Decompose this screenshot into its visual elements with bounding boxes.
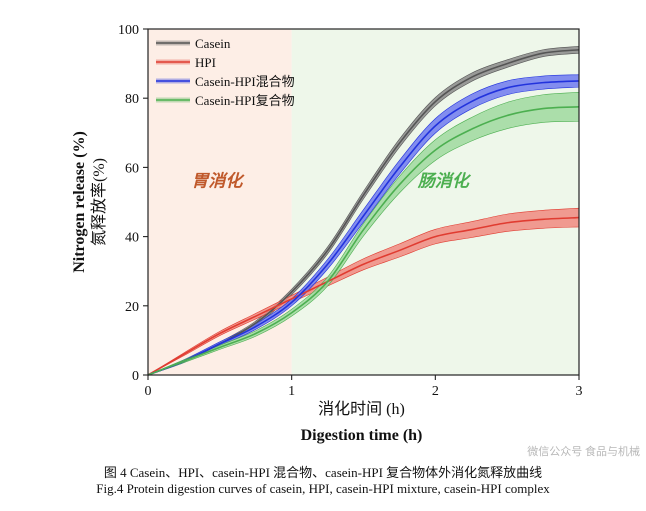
y-axis-label-en: Nitrogen release (%)	[71, 131, 88, 273]
y-tick-label: 60	[125, 161, 139, 176]
plot-frame	[147, 28, 580, 376]
region-label: 胃消化	[191, 171, 245, 190]
x-tick-label: 1	[288, 384, 295, 399]
y-tick-label: 0	[132, 369, 139, 384]
y-tick-label: 80	[125, 92, 139, 107]
x-axis-label-en: Digestion time (h)	[301, 427, 423, 444]
watermark: 微信公众号 食品与机械	[527, 444, 640, 458]
legend-label: Casein-HPI复合物	[195, 93, 295, 108]
legend-label: Casein	[195, 36, 231, 51]
y-axis-label-cn: 氮释放率(%)	[90, 158, 108, 246]
x-tick-label: 0	[145, 384, 152, 399]
y-tick-label: 100	[118, 23, 139, 38]
region-label: 肠消化	[417, 171, 472, 190]
y-tick-label: 20	[125, 300, 139, 315]
series-line-3	[147, 106, 580, 376]
figure-caption-cn: 图 4 Casein、HPI、casein-HPI 混合物、casein-HPI…	[103, 465, 543, 480]
legend-label: Casein-HPI混合物	[195, 74, 295, 89]
figure-caption-en: Fig.4 Protein digestion curves of casein…	[96, 481, 550, 496]
x-axis-label-cn: 消化时间 (h)	[318, 400, 405, 418]
x-tick-label: 3	[576, 384, 583, 399]
legend: Casein HPI Casein-HPI混合物 Casein-HPI复合物	[156, 36, 295, 108]
x-tick-label: 2	[432, 384, 439, 399]
y-tick-label: 40	[125, 231, 139, 246]
legend-label: HPI	[195, 55, 216, 70]
series-line-1	[147, 216, 580, 376]
series-line-2	[147, 80, 580, 376]
